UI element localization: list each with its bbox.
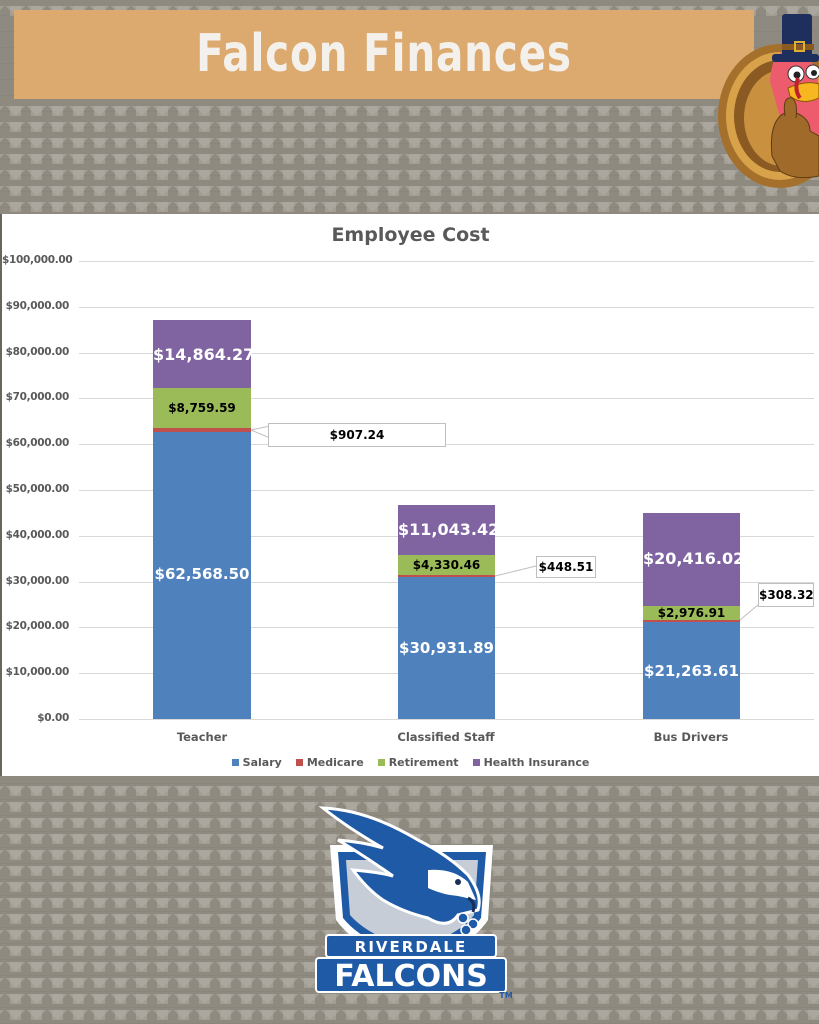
legend-swatch	[295, 759, 303, 766]
chart-legend: Salary Medicare Retirement Health Insura…	[2, 756, 819, 769]
gridline	[79, 490, 814, 491]
callout-medicare-teacher: $907.24	[268, 423, 446, 447]
callout-medicare-classified: $448.51	[536, 556, 596, 578]
bar-segment-medicare	[153, 428, 251, 432]
bar-segment-salary: $30,931.89	[398, 577, 495, 719]
y-axis-tick: $20,000.00	[5, 620, 70, 632]
y-axis-tick: $50,000.00	[5, 483, 70, 495]
bar-segment-retirement: $2,976.91	[643, 606, 740, 620]
y-axis-tick: $70,000.00	[5, 391, 70, 403]
gridline	[79, 353, 814, 354]
bar-segment-health-insurance: $14,864.27	[153, 320, 254, 388]
y-axis-tick: $100,000.00	[2, 254, 73, 266]
callout-leader	[740, 603, 760, 621]
y-axis-tick: $0.00	[37, 712, 69, 724]
bar-segment-medicare	[643, 620, 740, 622]
x-axis-label: Bus Drivers	[653, 730, 729, 744]
gridline	[79, 444, 814, 445]
chart-title: Employee Cost	[331, 224, 490, 246]
y-axis-tick: $60,000.00	[5, 437, 70, 449]
employee-cost-chart: Employee Cost $0.00 $10,000.00 $20,000.0…	[0, 214, 819, 776]
legend-swatch	[377, 759, 385, 766]
bar-segment-retirement: $4,330.46	[398, 555, 495, 575]
svg-text:RIVERDALE: RIVERDALE	[355, 938, 467, 956]
legend-item-retirement: Retirement	[377, 756, 459, 769]
title-banner: Falcon Finances	[14, 10, 754, 99]
y-axis-tick: $90,000.00	[5, 300, 70, 312]
legend-item-salary: Salary	[231, 756, 282, 769]
callout-leader	[495, 565, 537, 577]
legend-swatch	[231, 759, 239, 766]
y-axis-tick: $30,000.00	[5, 575, 70, 587]
y-axis-tick: $10,000.00	[5, 666, 70, 678]
bar-segment-salary: $62,568.50	[153, 432, 251, 719]
bar-segment-health-insurance: $20,416.02	[643, 513, 744, 606]
legend-item-medicare: Medicare	[295, 756, 364, 769]
riverdale-falcons-logo: RIVERDALE FALCONS TM	[308, 800, 518, 1000]
falcon-mascot-icon: RIVERDALE FALCONS TM	[315, 806, 513, 1000]
callout-medicare-bus-drivers: $308.32	[758, 583, 814, 607]
bar-segment-salary: $21,263.61	[643, 622, 740, 719]
y-axis-tick: $80,000.00	[5, 346, 70, 358]
y-axis-tick: $40,000.00	[5, 529, 70, 541]
gridline	[79, 307, 814, 308]
gridline	[79, 398, 814, 399]
legend-swatch	[472, 759, 480, 766]
svg-text:TM: TM	[499, 991, 512, 1000]
x-axis-label: Classified Staff	[397, 730, 495, 744]
bar-segment-health-insurance: $11,043.42	[398, 505, 499, 555]
legend-item-health-insurance: Health Insurance	[472, 756, 589, 769]
page-title: Falcon Finances	[196, 24, 572, 84]
x-axis-label: Teacher	[176, 730, 228, 744]
gridline	[79, 261, 814, 262]
turkey-pilgrim-icon	[718, 14, 819, 188]
bar-segment-retirement: $8,759.59	[153, 388, 251, 428]
bar-segment-medicare	[398, 575, 495, 577]
svg-text:FALCONS: FALCONS	[334, 959, 488, 994]
gridline	[79, 719, 814, 720]
